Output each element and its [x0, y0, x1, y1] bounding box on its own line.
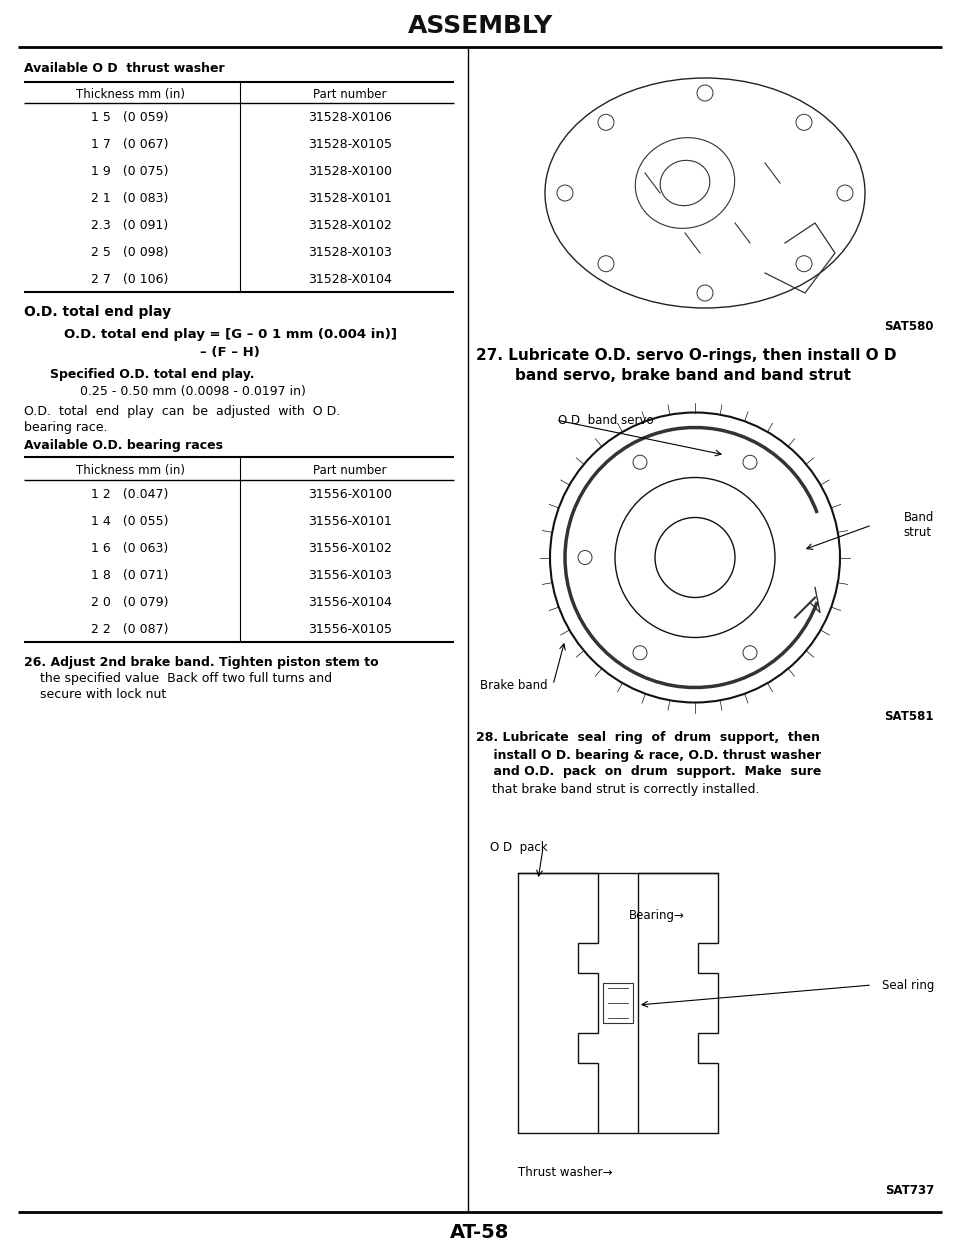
Text: 31528-X0106: 31528-X0106	[308, 110, 392, 124]
Text: 1 8   (0 071): 1 8 (0 071)	[91, 568, 169, 582]
Text: Available O.D. bearing races: Available O.D. bearing races	[24, 438, 223, 451]
Text: SAT581: SAT581	[884, 709, 934, 722]
Text: Band
strut: Band strut	[903, 511, 934, 540]
Text: SAT737: SAT737	[885, 1184, 934, 1198]
Text: Thickness mm (in): Thickness mm (in)	[76, 463, 184, 477]
Text: 1 4   (0 055): 1 4 (0 055)	[91, 515, 169, 527]
Text: that brake band strut is correctly installed.: that brake band strut is correctly insta…	[476, 783, 759, 796]
Text: 1 6   (0 063): 1 6 (0 063)	[91, 542, 169, 555]
Bar	[469, 395, 942, 719]
Text: 31528-X0102: 31528-X0102	[308, 219, 392, 231]
Text: 2 2   (0 087): 2 2 (0 087)	[91, 622, 169, 636]
Bar	[469, 831, 942, 1195]
Text: O.D.  total  end  play  can  be  adjusted  with  O D.: O.D. total end play can be adjusted with…	[24, 405, 340, 417]
Text: 31528-X0101: 31528-X0101	[308, 191, 392, 205]
Text: Bearing→: Bearing→	[629, 908, 685, 922]
Text: O.D. total end play: O.D. total end play	[24, 305, 171, 318]
Text: ASSEMBLY: ASSEMBLY	[407, 14, 553, 37]
Text: band servo, brake band and band strut: band servo, brake band and band strut	[494, 367, 851, 382]
Text: Thickness mm (in): Thickness mm (in)	[76, 87, 184, 100]
Text: 1 5   (0 059): 1 5 (0 059)	[91, 110, 169, 124]
Text: 1 7   (0 067): 1 7 (0 067)	[91, 137, 169, 150]
Text: 2 5   (0 098): 2 5 (0 098)	[91, 246, 169, 259]
Text: the specified value  Back off two full turns and: the specified value Back off two full tu…	[24, 672, 332, 684]
Text: Thrust washer→: Thrust washer→	[518, 1167, 612, 1179]
Text: bearing race.: bearing race.	[24, 421, 108, 433]
Text: Brake band: Brake band	[480, 678, 547, 692]
Text: 0.25 - 0.50 mm (0.0098 - 0.0197 in): 0.25 - 0.50 mm (0.0098 - 0.0197 in)	[80, 385, 306, 397]
Text: AT-58: AT-58	[450, 1223, 510, 1242]
Text: and O.D.  pack  on  drum  support.  Make  sure: and O.D. pack on drum support. Make sure	[476, 766, 822, 778]
Text: 31528-X0105: 31528-X0105	[308, 137, 392, 150]
Text: SAT580: SAT580	[884, 320, 934, 332]
Text: install O D. bearing & race, O.D. thrust washer: install O D. bearing & race, O.D. thrust…	[476, 748, 821, 762]
Text: Available O D  thrust washer: Available O D thrust washer	[24, 61, 225, 75]
Text: 2 0   (0 079): 2 0 (0 079)	[91, 596, 169, 608]
Text: Seal ring: Seal ring	[881, 978, 934, 992]
Text: 31556-X0103: 31556-X0103	[308, 568, 392, 582]
Text: 27. Lubricate O.D. servo O-rings, then install O D: 27. Lubricate O.D. servo O-rings, then i…	[476, 347, 897, 362]
Text: 31556-X0102: 31556-X0102	[308, 542, 392, 555]
Text: 2 1   (0 083): 2 1 (0 083)	[91, 191, 169, 205]
Text: O D  band servo: O D band servo	[558, 413, 654, 426]
Text: Part number: Part number	[313, 87, 387, 100]
Text: 31556-X0104: 31556-X0104	[308, 596, 392, 608]
Text: 31528-X0104: 31528-X0104	[308, 272, 392, 286]
Text: 1 2   (0.047): 1 2 (0.047)	[91, 487, 169, 501]
Text: secure with lock nut: secure with lock nut	[24, 687, 166, 701]
Text: – (F – H): – (F – H)	[200, 346, 260, 358]
Text: 28. Lubricate  seal  ring  of  drum  support,  then: 28. Lubricate seal ring of drum support,…	[476, 732, 820, 744]
Text: O D  pack: O D pack	[490, 842, 547, 854]
Text: 31556-X0101: 31556-X0101	[308, 515, 392, 527]
Text: 31556-X0105: 31556-X0105	[308, 622, 392, 636]
Text: 2.3   (0 091): 2.3 (0 091)	[91, 219, 169, 231]
Bar	[603, 983, 633, 1023]
Bar	[469, 56, 942, 330]
Text: 2 7   (0 106): 2 7 (0 106)	[91, 272, 169, 286]
Text: Part number: Part number	[313, 463, 387, 477]
Text: O.D. total end play = [G – 0 1 mm (0.004 in)]: O.D. total end play = [G – 0 1 mm (0.004…	[63, 327, 396, 341]
Text: 31528-X0100: 31528-X0100	[308, 165, 392, 177]
Text: Specified O.D. total end play.: Specified O.D. total end play.	[50, 367, 254, 381]
Text: 31556-X0100: 31556-X0100	[308, 487, 392, 501]
Text: 31528-X0103: 31528-X0103	[308, 246, 392, 259]
Text: 1 9   (0 075): 1 9 (0 075)	[91, 165, 169, 177]
Text: 26. Adjust 2nd brake band. Tighten piston stem to: 26. Adjust 2nd brake band. Tighten pisto…	[24, 656, 378, 668]
